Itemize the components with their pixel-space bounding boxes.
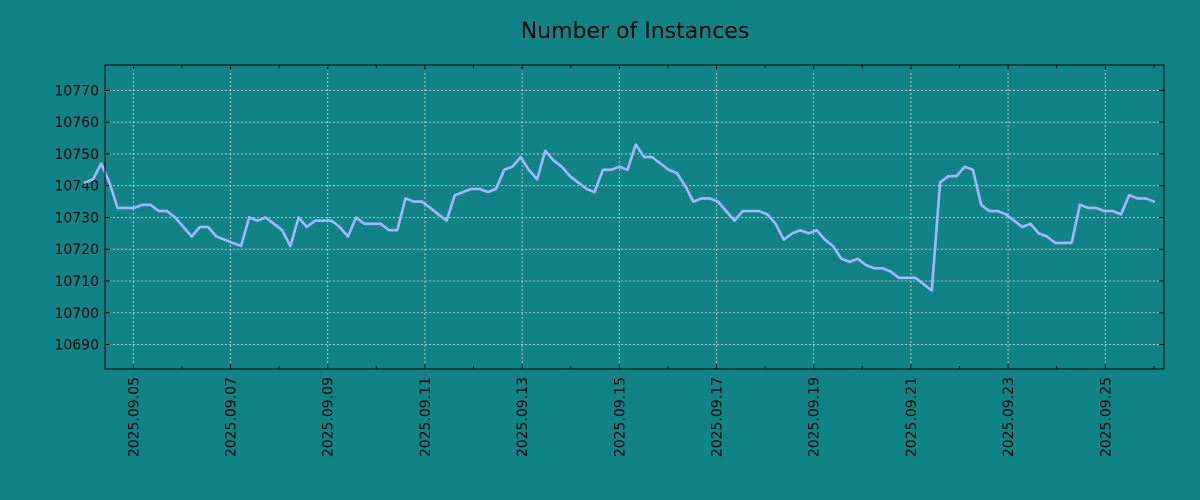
x-tick-label: 2025.09.09	[321, 377, 337, 457]
x-tick-label: 2025.09.07	[224, 377, 240, 457]
chart-title: Number of Instances	[521, 19, 750, 44]
x-tick-label: 2025.09.19	[807, 377, 823, 457]
x-tick-label: 2025.09.11	[418, 377, 434, 457]
y-tick-label: 10700	[54, 306, 99, 322]
series-line-0	[83, 143, 1156, 292]
y-tick-label: 10710	[54, 274, 99, 290]
y-tick-label: 10740	[54, 179, 99, 195]
y-tick-label: 10690	[54, 338, 99, 354]
x-tick-label: 2025.09.23	[1001, 377, 1017, 457]
y-axis: 10690 10700 10710 10720 10730 10740 10750 10760…	[54, 83, 1164, 354]
x-tick-label: 2025.09.05	[126, 377, 142, 457]
plot-frame	[104, 64, 1165, 370]
y-tick-label: 10720	[54, 242, 99, 258]
y-tick-label: 10770	[54, 83, 99, 99]
y-tick-label: 10760	[54, 115, 99, 131]
grid	[105, 65, 1164, 369]
x-tick-label: 2025.09.25	[1098, 377, 1114, 457]
y-tick-label: 10750	[54, 147, 99, 163]
x-tick-label: 2025.09.15	[612, 377, 628, 457]
y-tick-label: 10730	[54, 210, 99, 226]
x-tick-label: 2025.09.21	[904, 377, 920, 457]
x-tick-label: 2025.09.17	[710, 377, 726, 457]
x-axis: 2025.09.05 2025.09.07 2025.09.09 2025.09.11…	[126, 65, 1155, 457]
x-tick-label: 2025.09.13	[515, 377, 531, 457]
series-group	[83, 143, 1156, 292]
